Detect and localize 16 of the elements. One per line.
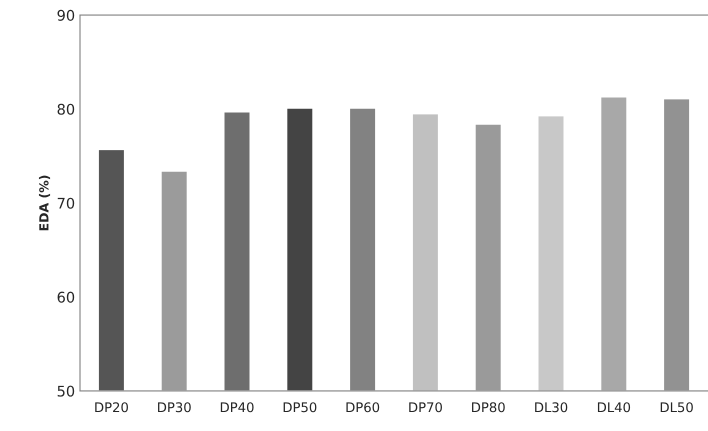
x-tick-label: DP70 xyxy=(409,402,442,412)
y-tick-label: 60 xyxy=(58,292,74,303)
x-tick-label: DL50 xyxy=(660,402,693,412)
y-tick-label: 80 xyxy=(58,104,74,115)
y-tick-label: 90 xyxy=(58,10,74,21)
x-tick-label: DP80 xyxy=(472,402,505,412)
x-tick-label: DP40 xyxy=(220,402,254,412)
x-tick-label: DP20 xyxy=(95,402,128,412)
x-tick-label: DP50 xyxy=(284,402,316,412)
x-tick-label: DL40 xyxy=(598,402,630,412)
y-axis-title: EDA (%) xyxy=(38,176,50,230)
x-tick-label: DP30 xyxy=(158,402,191,412)
x-tick-label: DP60 xyxy=(346,402,380,412)
y-tick-label: 50 xyxy=(58,386,74,397)
x-tick-label: DL30 xyxy=(535,402,568,412)
y-tick-label: 70 xyxy=(58,198,74,209)
